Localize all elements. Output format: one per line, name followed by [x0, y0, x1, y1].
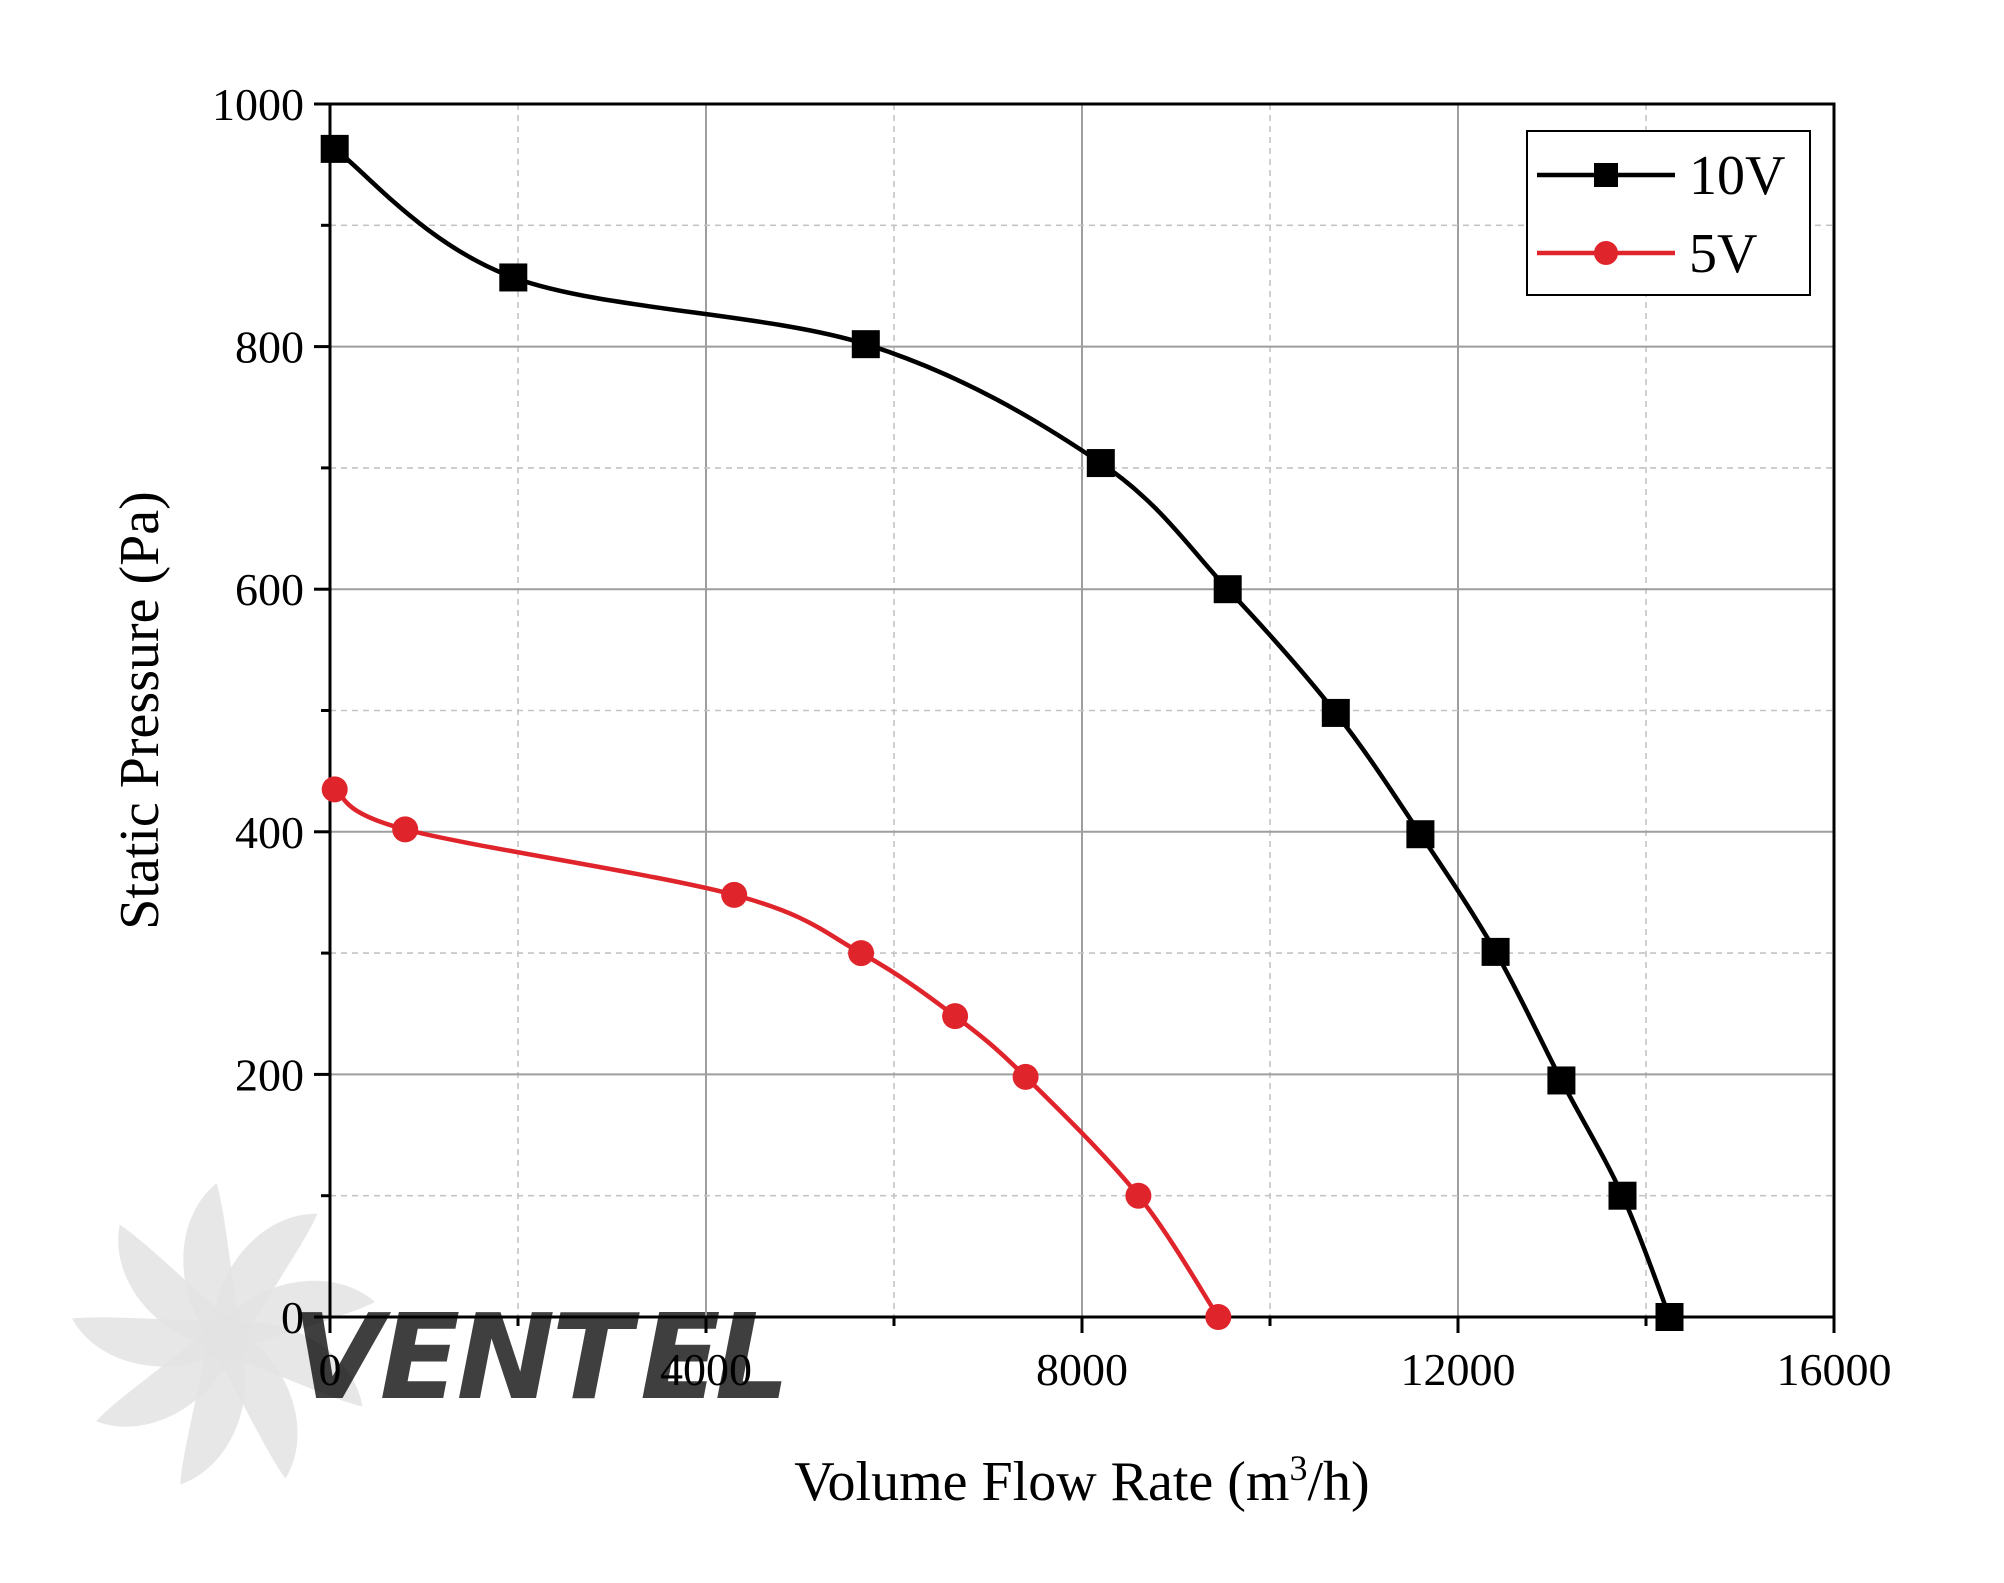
data-point-5V: [848, 940, 875, 967]
legend-marker: [1594, 163, 1618, 187]
y-tick-label: 400: [235, 807, 304, 858]
series-line-5V: [333, 787, 1221, 1319]
x-axis-title-main: Volume Flow Rate (m: [794, 1451, 1289, 1513]
data-point-10V: [320, 134, 349, 163]
y-tick-label: 1000: [212, 79, 304, 130]
x-axis-title-sup: 3: [1289, 1448, 1307, 1488]
data-point-10V: [499, 263, 528, 292]
y-axis-title: Static Pressure (Pa): [109, 491, 171, 930]
legend-box: [1526, 130, 1811, 296]
data-point-5V: [721, 881, 748, 908]
series-10V: [320, 134, 1684, 1331]
x-tick-label: 12000: [1401, 1344, 1516, 1395]
fan-blade: [180, 1328, 246, 1485]
series-5V: [321, 776, 1232, 1330]
data-point-10V: [1655, 1303, 1684, 1331]
watermark: VENT EL: [72, 1183, 790, 1485]
data-point-5V: [1205, 1304, 1232, 1330]
data-point-5V: [1125, 1182, 1152, 1209]
y-tick-label: 0: [281, 1292, 304, 1343]
legend-label: 10V: [1689, 145, 1785, 207]
legend-item-10V: 10V: [1537, 145, 1785, 207]
data-point-10V: [1608, 1181, 1637, 1210]
x-axis-title: Volume Flow Rate (m3/h): [794, 1448, 1369, 1513]
data-point-10V: [1086, 449, 1115, 478]
fan-icon: [72, 1183, 375, 1485]
tick-labels: 0 4000 8000 12000 16000 0 200 400 600 800 1000: [212, 79, 1892, 1395]
data-point-5V: [321, 776, 348, 803]
data-point-10V: [851, 330, 880, 359]
y-tick-label: 200: [235, 1049, 304, 1100]
y-tick-label: 600: [235, 564, 304, 615]
data-point-5V: [1012, 1063, 1039, 1090]
data-point-10V: [1406, 820, 1435, 849]
grid: [330, 104, 1834, 1317]
x-tick-label: 4000: [660, 1344, 752, 1395]
data-point-5V: [942, 1003, 969, 1030]
data-point-10V: [1547, 1066, 1576, 1095]
series-line-10V: [333, 147, 1672, 1318]
legend-marker: [1594, 241, 1618, 265]
legend-item-5V: 5V: [1537, 223, 1757, 285]
series-layer: [320, 134, 1684, 1331]
x-tick-label: 8000: [1036, 1344, 1128, 1395]
data-point-5V: [392, 816, 419, 843]
x-tick-label: 0: [319, 1344, 342, 1395]
x-tick-label: 16000: [1777, 1344, 1892, 1395]
y-tick-label: 800: [235, 322, 304, 373]
data-point-10V: [1481, 937, 1510, 966]
data-point-10V: [1321, 698, 1350, 727]
data-point-10V: [1213, 575, 1242, 604]
watermark-text-right: EL: [640, 1288, 790, 1426]
legend-label: 5V: [1689, 223, 1757, 285]
axis-ticks: [314, 102, 1836, 1333]
watermark-text-left: VENT: [292, 1288, 641, 1426]
x-axis-title-tail: /h): [1307, 1451, 1369, 1513]
fan-blade: [213, 1213, 318, 1351]
